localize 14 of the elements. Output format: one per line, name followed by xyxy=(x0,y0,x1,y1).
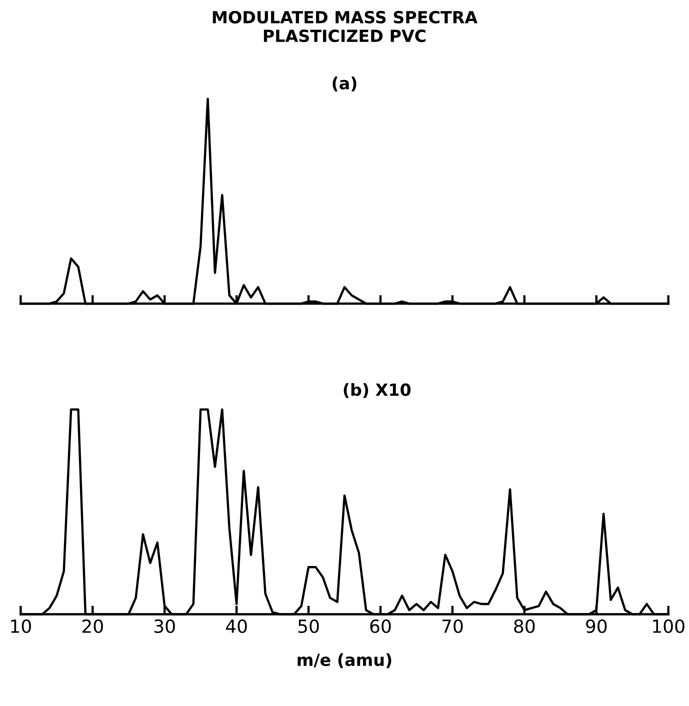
chart-title: (b) X10 xyxy=(344,383,411,398)
x-tick-label: 40 xyxy=(226,619,247,634)
x-tick-label: 10 xyxy=(11,619,31,634)
x-tick-label: 30 xyxy=(154,619,175,634)
x-axis-title: m/e (amu) xyxy=(298,653,392,668)
x-tick-label: 100 xyxy=(653,619,684,634)
x-tick-label: 80 xyxy=(514,619,535,634)
chart-subtitle: (a) xyxy=(332,76,356,92)
x-tick-label: 20 xyxy=(82,619,103,634)
x-tick-label: 90 xyxy=(586,619,607,634)
x-tick-label: 70 xyxy=(442,619,463,634)
x-tick-label: 50 xyxy=(298,619,319,634)
x-tick-label: 60 xyxy=(370,619,391,634)
chart-title: MODULATED MASS SPECTRA PLASTICIZED PVC xyxy=(212,10,478,42)
